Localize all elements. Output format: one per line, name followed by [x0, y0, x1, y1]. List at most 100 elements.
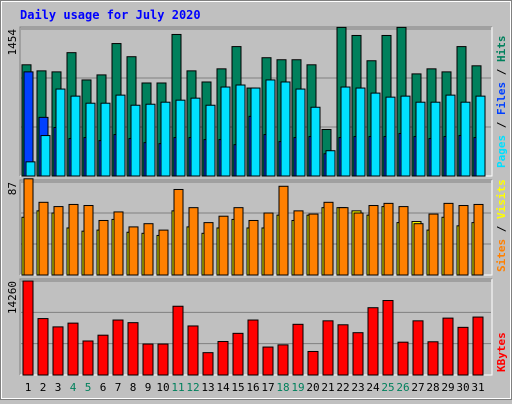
bar-sites — [218, 215, 229, 276]
bar-kbytes — [127, 322, 139, 376]
bar-pages — [385, 96, 396, 177]
bar-kbytes — [262, 346, 274, 376]
bar-kbytes — [397, 341, 409, 376]
bar-files — [23, 71, 34, 177]
bar-sites — [143, 223, 154, 276]
bar-kbytes — [307, 350, 319, 376]
legend-hits-files-pages: Pages / Files / Hits — [495, 36, 508, 169]
legend-entry: Visits — [495, 179, 508, 219]
bar-kbytes — [352, 332, 364, 376]
bar-pages — [55, 88, 66, 177]
bar-pages — [160, 101, 171, 177]
legend-entry: Sites — [495, 239, 508, 272]
bar-kbytes — [37, 318, 49, 376]
x-tick-label: 23 — [351, 381, 364, 394]
y-max-label: 14260 — [6, 281, 19, 314]
bar-kbytes — [457, 326, 469, 376]
bar-kbytes — [427, 341, 439, 376]
bar-kbytes — [247, 319, 259, 376]
bar-pages — [460, 101, 471, 177]
bar-pages — [175, 99, 186, 177]
x-tick-label: 2 — [40, 381, 47, 394]
bar-sites — [98, 219, 109, 276]
bar-sites — [353, 212, 364, 276]
bar-sites — [23, 178, 34, 276]
x-tick-label: 27 — [411, 381, 424, 394]
x-tick-label: 1 — [25, 381, 32, 394]
x-tick-label: 5 — [85, 381, 92, 394]
bar-pages — [130, 104, 141, 177]
x-tick-label: 16 — [246, 381, 259, 394]
bar-sites — [203, 222, 214, 276]
bar-kbytes — [472, 316, 484, 376]
bar-kbytes — [22, 280, 34, 376]
bar-kbytes — [172, 305, 184, 376]
bar-pages — [190, 97, 201, 177]
bar-pages — [370, 92, 381, 177]
bar-sites — [293, 210, 304, 276]
x-tick-label: 12 — [186, 381, 199, 394]
legend-entry: KBytes — [495, 332, 508, 372]
bar-pages — [400, 95, 411, 177]
bar-sites — [188, 207, 199, 276]
x-tick-label: 24 — [366, 381, 380, 394]
bars-kbytes — [22, 280, 484, 376]
legend-entry: Hits — [495, 36, 508, 63]
bar-pages — [235, 84, 246, 177]
bar-kbytes — [82, 340, 94, 376]
bar-sites — [443, 202, 454, 276]
bar-pages — [220, 86, 231, 177]
bar-sites — [263, 212, 274, 276]
bar-kbytes — [442, 317, 454, 376]
bar-kbytes — [187, 325, 199, 376]
x-tick-label: 4 — [70, 381, 77, 394]
x-tick-label: 3 — [55, 381, 62, 394]
bar-sites — [248, 219, 259, 276]
bar-pages — [295, 88, 306, 177]
bar-pages — [25, 161, 36, 177]
x-tick-label: 19 — [291, 381, 304, 394]
bar-sites — [68, 203, 79, 276]
x-tick-label: 29 — [441, 381, 454, 394]
bar-kbytes — [277, 344, 289, 376]
bar-pages — [475, 95, 486, 177]
bar-sites — [428, 213, 439, 276]
bar-kbytes — [112, 319, 124, 376]
bar-pages — [430, 101, 441, 177]
legend-entry: Pages — [495, 135, 508, 168]
bar-sites — [308, 213, 319, 276]
bar-kbytes — [52, 326, 64, 376]
bar-pages — [355, 87, 366, 177]
bar-kbytes — [67, 322, 79, 376]
bar-pages — [145, 103, 156, 177]
x-tick-label: 13 — [201, 381, 214, 394]
bar-kbytes — [322, 320, 334, 376]
bar-sites — [368, 205, 379, 276]
bar-pages — [100, 102, 111, 177]
legend-entry: Files — [495, 82, 508, 115]
bars-visits-sites — [21, 178, 484, 276]
x-tick-label: 30 — [456, 381, 469, 394]
bar-sites — [383, 202, 394, 276]
x-tick-label: 21 — [321, 381, 334, 394]
bar-pages — [265, 79, 276, 177]
bar-pages — [250, 87, 261, 177]
bar-sites — [338, 207, 349, 276]
bar-sites — [323, 201, 334, 276]
bar-pages — [340, 86, 351, 177]
legend-separator: / — [495, 219, 508, 239]
bar-sites — [38, 201, 49, 276]
bar-sites — [158, 229, 169, 276]
x-tick-label: 28 — [426, 381, 439, 394]
bar-sites — [473, 203, 484, 276]
x-tick-label: 18 — [276, 381, 289, 394]
bar-kbytes — [232, 332, 244, 376]
bar-pages — [310, 106, 321, 177]
bar-kbytes — [217, 341, 229, 376]
x-tick-label: 6 — [100, 381, 107, 394]
bar-sites — [53, 206, 64, 276]
bar-kbytes — [142, 343, 154, 376]
y-max-label: 1454 — [6, 29, 19, 56]
